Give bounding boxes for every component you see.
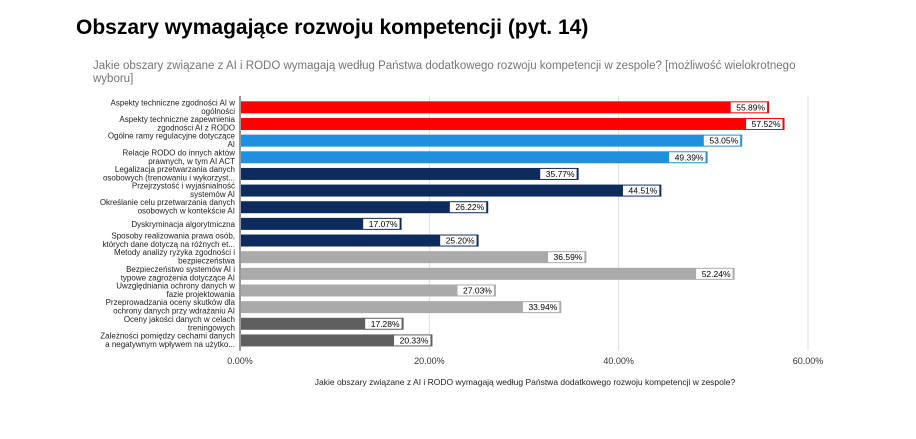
data-label-bg xyxy=(696,268,733,279)
data-label-bg xyxy=(449,202,487,213)
data-label: 55.89% xyxy=(736,102,765,112)
category-label: Metody analizy ryzyka zgodności i xyxy=(114,248,235,257)
data-label-bg xyxy=(669,152,706,163)
chart-title: Obszary wymagające rozwoju kompetencji (… xyxy=(76,16,589,39)
data-label: 25.20% xyxy=(446,236,475,246)
category-label: a negatywnym wpływem na użytko... xyxy=(105,340,235,349)
data-label-bg xyxy=(540,168,577,179)
x-tick-label: 20.00% xyxy=(414,356,445,366)
x-tick-label: 0.00% xyxy=(227,356,253,366)
category-label: Aspekty techniczne zgodności AI w xyxy=(110,98,235,107)
data-label-bg xyxy=(703,135,741,146)
data-label-bg xyxy=(547,252,585,263)
category-label: Przejrzystość i wyjaśnialność xyxy=(132,182,235,191)
data-label: 35.77% xyxy=(546,169,575,179)
category-label: zgodności AI z RODO xyxy=(157,123,235,132)
category-label: Przeprowadzania oceny skutków dla xyxy=(106,298,236,307)
category-label: osobowych (trenowaniu i wykorzyst... xyxy=(103,173,235,182)
data-label: 36.59% xyxy=(554,252,583,262)
bar xyxy=(241,134,743,147)
x-tick-label: 60.00% xyxy=(793,356,824,366)
data-label-bg xyxy=(440,235,477,246)
data-label-bg xyxy=(522,302,560,313)
bar xyxy=(241,217,402,230)
bar xyxy=(241,251,587,264)
category-label: ochrony danych przy wdrażaniu AI xyxy=(113,307,235,316)
data-label: 17.28% xyxy=(371,319,400,329)
data-label: 53.05% xyxy=(709,136,738,146)
bar xyxy=(241,167,579,180)
category-label: Bezpieczeństwo systemów AI i xyxy=(126,265,235,274)
bar xyxy=(241,201,489,214)
category-label: bezpieczeństwa xyxy=(178,257,235,266)
data-label: 27.03% xyxy=(463,285,492,295)
data-label: 52.24% xyxy=(702,269,731,279)
bar xyxy=(241,151,708,164)
category-label: Relacje RODO do innych aktów xyxy=(123,148,236,157)
category-label: Oceny jakości danych w celach xyxy=(124,315,235,324)
category-label: osobowych w kontekście AI xyxy=(138,207,235,216)
data-label-bg xyxy=(622,185,660,196)
bar xyxy=(241,284,496,297)
data-label: 49.39% xyxy=(675,152,704,162)
category-label: Określanie celu przetwarzania danych xyxy=(100,198,235,207)
category-label: Uwzględniania ochrony danych w xyxy=(116,281,235,290)
bar xyxy=(241,267,735,280)
category-label: Legalizacja przetwarzania danych xyxy=(115,165,235,174)
bar xyxy=(241,334,433,347)
category-label: ogólności xyxy=(201,107,235,116)
x-tick-label: 40.00% xyxy=(603,356,634,366)
bar xyxy=(241,234,479,247)
x-axis-title: Jakie obszary związane z AI i RODO wymag… xyxy=(315,377,736,387)
data-label-bg xyxy=(363,218,400,229)
data-label-bg xyxy=(746,118,783,129)
category-label: treningowych xyxy=(188,323,235,332)
category-label: prawnych, w tym AI ACT xyxy=(148,157,235,166)
category-label: AI xyxy=(227,140,235,149)
data-label: 44.51% xyxy=(629,186,658,196)
category-label: Dyskryminacja algorytmiczna xyxy=(131,220,235,229)
category-label: Ogólne ramy regulacyjne dotyczące xyxy=(108,132,236,141)
category-label: Aspekty techniczne zapewnienia xyxy=(119,115,235,124)
data-label: 26.22% xyxy=(455,202,484,212)
data-label-bg xyxy=(394,335,431,346)
category-label: fazie projektowania xyxy=(167,290,236,299)
category-label: Sposoby realizowania prawa osób, xyxy=(111,232,235,241)
data-label-bg xyxy=(365,318,402,329)
category-label: których dane dotyczą na różnych et... xyxy=(102,240,235,249)
data-label: 20.33% xyxy=(400,335,429,345)
data-label-bg xyxy=(730,102,768,113)
bar xyxy=(241,101,770,114)
data-label: 33.94% xyxy=(528,302,557,312)
bar xyxy=(241,184,662,197)
chart-subtitle: Jakie obszary związane z AI i RODO wymag… xyxy=(93,60,796,85)
category-label: typowe zagrożenia dotyczące AI xyxy=(121,273,235,282)
category-label: Zależności pomiędzy cechami danych xyxy=(100,331,235,340)
category-label: systemów AI xyxy=(190,190,235,199)
bar xyxy=(241,117,785,130)
data-label: 57.52% xyxy=(752,119,781,129)
bar xyxy=(241,317,404,330)
bar xyxy=(241,301,562,314)
data-label-bg xyxy=(457,285,494,296)
data-label: 17.07% xyxy=(369,219,398,229)
